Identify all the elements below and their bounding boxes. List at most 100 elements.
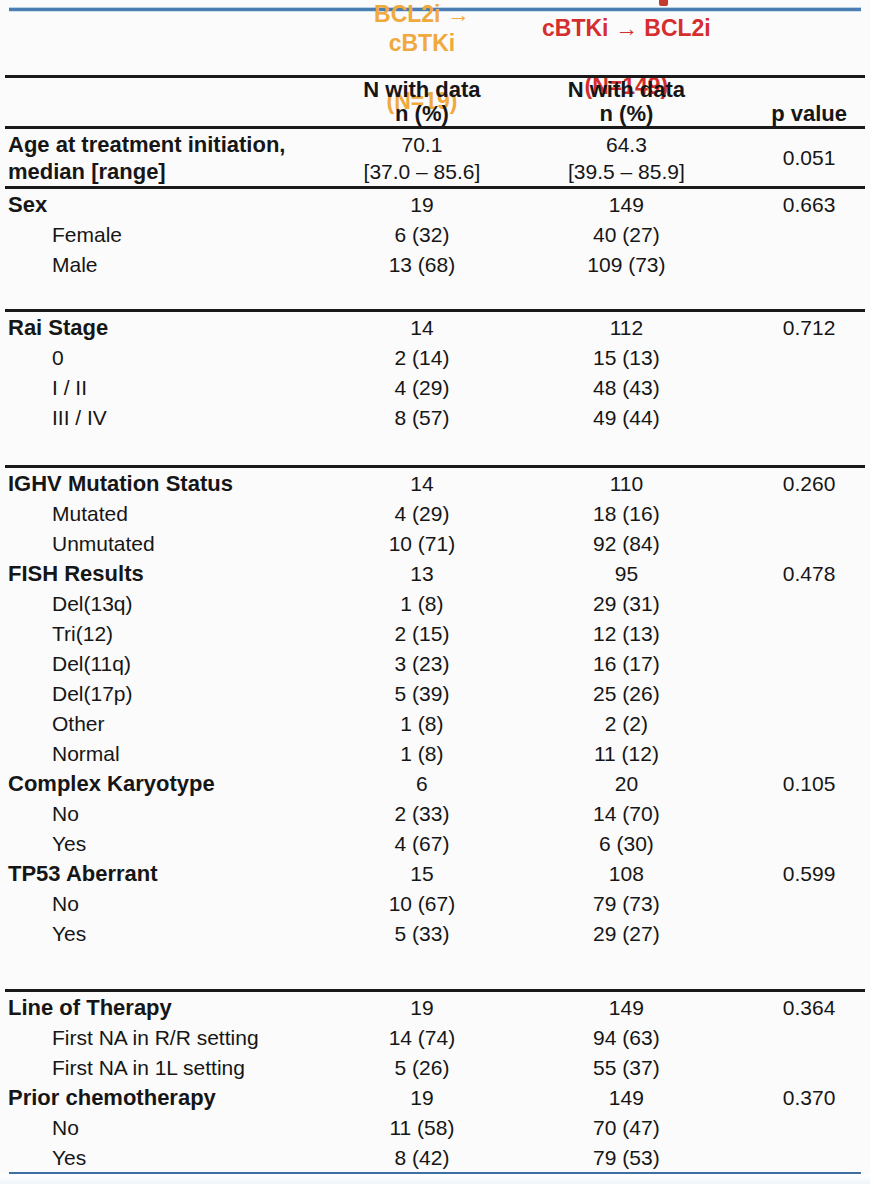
baseline-characteristics-table: BCL2i → cBTKi (N=19) cBTKi → BCL2i (N=14… (0, 0, 870, 1184)
table-row: Normal1 (8)11 (12) (0, 738, 870, 768)
cropped-red-mark (659, 0, 668, 6)
table-row: Yes8 (42)79 (53) (0, 1142, 870, 1172)
row-label: Yes (0, 830, 339, 857)
col1-value: 3 (23) (339, 650, 504, 677)
col1-value: 14 (339, 470, 504, 497)
col2-value: 149 (505, 1084, 749, 1111)
col1-value: 4 (29) (339, 374, 504, 401)
row-label: Yes (0, 1144, 339, 1171)
row-label: Other (0, 710, 339, 737)
table-row: Del(17p)5 (39)25 (26) (0, 678, 870, 708)
row-label: No (0, 890, 339, 917)
p-value: 0.599 (748, 860, 870, 887)
col2-value: 48 (43) (505, 374, 749, 401)
group1-title: BCL2i → cBTKi (374, 1, 470, 56)
row-label: I / II (0, 374, 339, 401)
row-label: FISH Results (0, 560, 339, 587)
table-row: Sex191490.663 (0, 189, 870, 219)
table-row: Age at treatment initiation, median [ran… (0, 129, 870, 186)
row-label: No (0, 800, 339, 827)
col2-value: 12 (13) (505, 620, 749, 647)
col2-value: 112 (505, 314, 749, 341)
col1-value: 5 (33) (339, 920, 504, 947)
col2-value: 79 (53) (505, 1144, 749, 1171)
table-row: First NA in R/R setting14 (74)94 (63) (0, 1022, 870, 1052)
row-label: Del(11q) (0, 650, 339, 677)
row-label: No (0, 1114, 339, 1141)
section-spacer (0, 432, 870, 465)
row-label: Age at treatment initiation, median [ran… (0, 131, 339, 185)
row-label: Mutated (0, 500, 339, 527)
row-label: Line of Therapy (0, 994, 339, 1021)
table-row: Line of Therapy191490.364 (0, 992, 870, 1022)
col2-value: 40 (27) (505, 221, 749, 248)
bottom-glow (0, 1174, 870, 1184)
section-spacer (0, 948, 870, 989)
table-row: Yes5 (33)29 (27) (0, 918, 870, 948)
table-row: Female6 (32)40 (27) (0, 219, 870, 249)
col1-value: 4 (67) (339, 830, 504, 857)
col2-value: 18 (16) (505, 500, 749, 527)
row-label: First NA in R/R setting (0, 1024, 339, 1051)
table-row: TP53 Aberrant151080.599 (0, 858, 870, 888)
row-label: Del(13q) (0, 590, 339, 617)
row-label: First NA in 1L setting (0, 1054, 339, 1081)
column-header-col2: N with data n (%) (505, 78, 749, 126)
col1-value: 70.1 [37.0 – 85.6] (339, 131, 504, 185)
col2-value: 16 (17) (505, 650, 749, 677)
col1-value: 5 (26) (339, 1054, 504, 1081)
p-value: 0.051 (748, 144, 870, 171)
col1-value: 14 (339, 314, 504, 341)
table-row: Male13 (68)109 (73) (0, 249, 870, 279)
col2-value: 6 (30) (505, 830, 749, 857)
row-label: IGHV Mutation Status (0, 470, 339, 497)
col2-value: 95 (505, 560, 749, 587)
col1-value: 2 (14) (339, 344, 504, 371)
col1-value: 11 (58) (339, 1114, 504, 1141)
table-row: I / II4 (29)48 (43) (0, 372, 870, 402)
table-body: Age at treatment initiation, median [ran… (0, 129, 870, 1172)
col2-value: 55 (37) (505, 1054, 749, 1081)
column-header-row: N with data n (%) N with data n (%) p va… (0, 78, 870, 126)
col2-value: 79 (73) (505, 890, 749, 917)
table-row: Del(13q)1 (8)29 (31) (0, 588, 870, 618)
table-row: 02 (14)15 (13) (0, 342, 870, 372)
col1-value: 6 (32) (339, 221, 504, 248)
section-spacer (0, 279, 870, 309)
table-row: No10 (67)79 (73) (0, 888, 870, 918)
table-row: FISH Results13950.478 (0, 558, 870, 588)
p-value: 0.663 (748, 191, 870, 218)
table-row: Tri(12)2 (15)12 (13) (0, 618, 870, 648)
col2-value: 29 (31) (505, 590, 749, 617)
col2-value: 29 (27) (505, 920, 749, 947)
col1-value: 5 (39) (339, 680, 504, 707)
row-label: III / IV (0, 404, 339, 431)
table-row: IGHV Mutation Status141100.260 (0, 468, 870, 498)
table-row: Complex Karyotype6200.105 (0, 768, 870, 798)
p-value: 0.260 (748, 470, 870, 497)
col1-value: 19 (339, 1084, 504, 1111)
table-row: First NA in 1L setting5 (26)55 (37) (0, 1052, 870, 1082)
group-header-row: BCL2i → cBTKi (N=19) cBTKi → BCL2i (N=14… (0, 11, 870, 75)
col1-value: 6 (339, 770, 504, 797)
col1-value: 2 (15) (339, 620, 504, 647)
col1-value: 19 (339, 994, 504, 1021)
table-row: Mutated4 (29)18 (16) (0, 498, 870, 528)
row-label: Yes (0, 920, 339, 947)
p-value: 0.105 (748, 770, 870, 797)
p-value: 0.712 (748, 314, 870, 341)
row-label: Sex (0, 191, 339, 218)
col2-value: 2 (2) (505, 710, 749, 737)
col1-value: 8 (57) (339, 404, 504, 431)
col1-value: 14 (74) (339, 1024, 504, 1051)
group2-title: cBTKi → BCL2i (542, 15, 711, 41)
table-row: Prior chemotherapy191490.370 (0, 1082, 870, 1112)
col2-value: 11 (12) (505, 740, 749, 767)
col2-value: 109 (73) (505, 251, 749, 278)
col2-value: 149 (505, 191, 749, 218)
row-label: Male (0, 251, 339, 278)
table-row: Del(11q)3 (23)16 (17) (0, 648, 870, 678)
column-header-col1: N with data n (%) (339, 78, 504, 126)
row-label: Del(17p) (0, 680, 339, 707)
col2-value: 70 (47) (505, 1114, 749, 1141)
